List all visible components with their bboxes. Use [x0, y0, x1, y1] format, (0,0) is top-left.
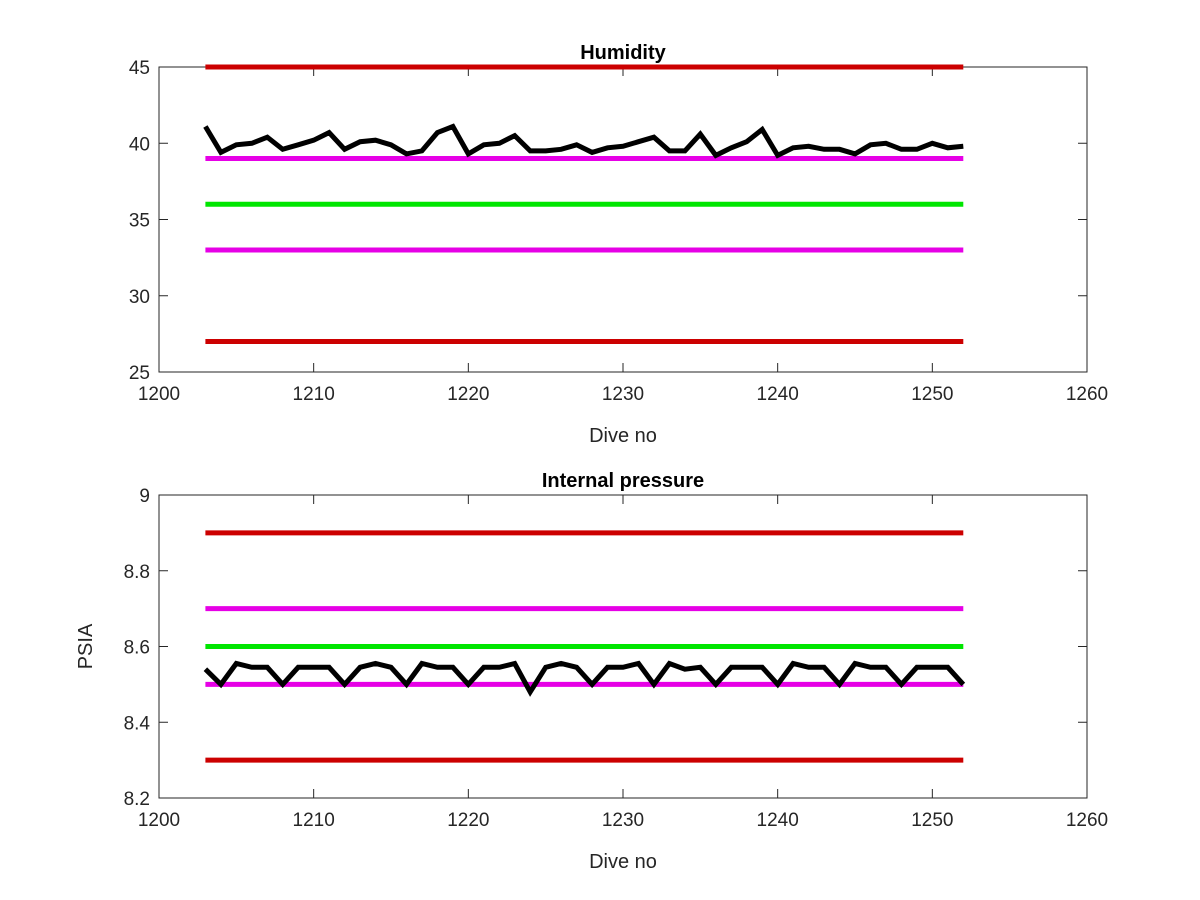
x-tick-label: 1230 — [602, 384, 644, 405]
chart-title: Internal pressure — [542, 470, 704, 492]
y-tick-label: 8.6 — [124, 638, 150, 659]
y-tick-label: 9 — [139, 486, 150, 507]
y-tick-label: 45 — [129, 58, 150, 79]
y-axis-label: PSIA — [75, 623, 97, 669]
chart-panel-2: 1200 1210 1220 1230 1240 1250 1260 8.2 8.4 8.6 8.8… — [75, 470, 1108, 873]
y-tick-label: 35 — [129, 211, 150, 232]
x-tick-label: 1260 — [1066, 810, 1108, 831]
y-tick-label: 8.8 — [124, 562, 150, 583]
x-tick-label: 1230 — [602, 810, 644, 831]
chart-panel-1: 1200 1210 1220 1230 1240 1250 1260 25 30 35 40 45 Hu… — [129, 42, 1108, 447]
x-axis-label: Dive no — [589, 425, 657, 447]
x-tick-label: 1200 — [138, 384, 180, 405]
y-tick-label: 30 — [129, 287, 150, 308]
x-tick-label: 1200 — [138, 810, 180, 831]
x-tick-label: 1250 — [911, 810, 953, 831]
x-axis-label: Dive no — [589, 851, 657, 873]
y-tick-label: 8.2 — [124, 789, 150, 810]
x-tick-label: 1250 — [911, 384, 953, 405]
y-tick-label: 40 — [129, 134, 150, 155]
x-tick-label: 1240 — [757, 384, 799, 405]
x-tick-label: 1220 — [447, 810, 489, 831]
x-tick-label: 1210 — [293, 810, 335, 831]
x-tick-label: 1210 — [293, 384, 335, 405]
x-tick-label: 1240 — [757, 810, 799, 831]
y-tick-label: 25 — [129, 363, 150, 384]
x-tick-label: 1220 — [447, 384, 489, 405]
x-tick-label: 1260 — [1066, 384, 1108, 405]
data-series-line — [203, 123, 964, 159]
chart-title: Humidity — [580, 42, 666, 64]
plot-area — [158, 66, 1088, 373]
y-tick-label: 8.4 — [124, 713, 151, 734]
data-series-line — [203, 660, 966, 697]
